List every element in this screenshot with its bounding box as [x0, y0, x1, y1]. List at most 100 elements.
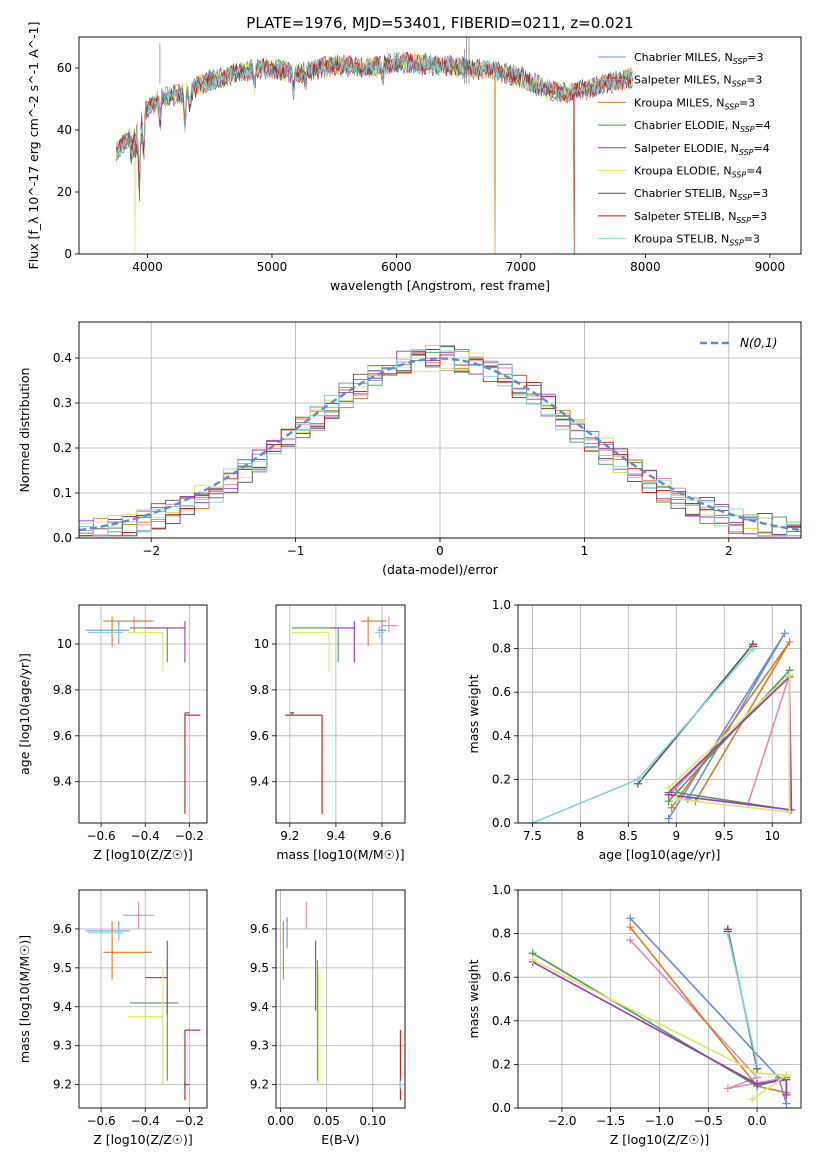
x-tick-label: 0: [436, 544, 444, 558]
weight-marker-kroupa-stelib: [753, 1060, 762, 1069]
x-tick-label: 9.2: [280, 829, 299, 843]
y-tick-label: 0.6: [492, 970, 511, 984]
y-tick-label: 9.4: [53, 775, 72, 789]
legend-sub: SSP: [729, 239, 744, 248]
legend-text: Salpeter ELODIE, N: [634, 142, 739, 155]
x-axis-label: wavelength [Angstrom, rest frame]: [330, 278, 550, 293]
error-bar-kroupa-elodie: [127, 967, 164, 1085]
weight-marker-kroupa-stelib: [633, 775, 642, 784]
plot-area: [285, 616, 399, 814]
y-tick-label: 9.6: [53, 922, 72, 936]
legend-text: Kroupa MILES, N: [634, 96, 724, 109]
histogram-step-kroupa-stelib: [79, 344, 801, 538]
x-tick-label: −1.5: [596, 1114, 625, 1128]
legend-sub: SSP: [732, 171, 747, 180]
y-tick-label: 9.4: [53, 1000, 72, 1014]
y-tick-label: 0.8: [492, 642, 511, 656]
error-bar-kroupa-miles: [103, 616, 152, 647]
legend-text: Salpeter MILES, N: [634, 74, 732, 87]
x-axis-label: E(B-V): [321, 1132, 360, 1147]
legend-text: =3: [746, 74, 762, 87]
y-tick-label: 9.5: [53, 961, 72, 975]
legend-text: =4: [746, 165, 762, 178]
y-tick-label: 0.4: [492, 1014, 511, 1028]
grid-lines: [518, 604, 801, 824]
weight-line-kroupa-elodie: [532, 959, 789, 1100]
ticks: 7.5 8 8.5 9 9.5 10 0.0 0.2 0.4 0.6 0.8 1.0: [492, 598, 780, 843]
error-bar-kroupa-elodie: [127, 631, 164, 672]
weight-marker-kroupa-stelib: [749, 644, 758, 653]
spectrum-line-salpeter-elodie: [116, 52, 633, 202]
grid-lines: [79, 890, 207, 1108]
weight-marker-chabrier-miles: [780, 629, 789, 638]
x-tick-label: −0.6: [86, 829, 115, 843]
weight-marker-chabrier-miles: [782, 1099, 791, 1108]
legend-label-chabrier-miles: Chabrier MILES, NSSP=3: [634, 51, 764, 66]
x-tick-label: 0.05: [313, 1114, 340, 1128]
weight-marker-kroupa-miles: [626, 923, 635, 932]
weight-marker-kroupa-elodie: [785, 670, 794, 679]
legend-sub: SSP: [740, 125, 755, 134]
y-tick-label: 9.3: [53, 1039, 72, 1053]
y-axis-label: age [log10(age/yr)]: [17, 653, 32, 775]
spectrum-panel: 4000 5000 6000 7000 8000 9000 0 20 40 60 wavelengt…: [26, 22, 802, 293]
weight-line-salpeter-elodie: [532, 961, 788, 1095]
legend-label-gaussian: N(0,1): [740, 336, 777, 350]
legend-label-chabrier-stelib: Chabrier STELIB, NSSP=3: [634, 187, 768, 202]
weight-marker-salpeter-miles: [626, 936, 635, 945]
weight-marker-kroupa-elodie: [748, 1095, 757, 1104]
x-tick-label: −0.6: [86, 1114, 115, 1128]
error-bar-salpeter-stelib: [184, 714, 201, 814]
ticks: −0.6 −0.4 −0.2 9.2 9.3 9.4 9.5 9.6: [53, 922, 204, 1128]
weight-marker-kroupa-miles: [785, 638, 794, 647]
weight-marker-chabrier-miles: [626, 914, 635, 923]
weight-marker-chabrier-miles: [664, 814, 673, 823]
legend-label-kroupa-elodie: Kroupa ELODIE, NSSP=4: [634, 165, 762, 180]
x-tick-label: 0.0: [748, 1114, 767, 1128]
x-tick-label: −0.2: [175, 829, 204, 843]
x-axis-label: Z [log10(Z/Z☉)]: [93, 1132, 193, 1147]
x-tick-label: 0.10: [359, 1114, 386, 1128]
legend-text: =3: [751, 210, 767, 223]
axes-frame: [78, 889, 208, 1109]
y-tick-label: 9.6: [250, 922, 269, 936]
error-bar-salpeter-elodie: [145, 621, 186, 663]
x-tick-label: −0.4: [131, 1114, 160, 1128]
y-tick-label: 0.2: [492, 1057, 511, 1071]
weight-marker-kroupa-elodie: [672, 795, 681, 804]
legend-text: =3: [739, 96, 755, 109]
age-vs-mass-panel: 9.2 9.4 9.6 9.4 9.6 9.8 10 mass [log10(M/M☉)]: [250, 604, 406, 862]
weight-line-kroupa-elodie: [668, 672, 791, 813]
legend-label-chabrier-elodie: Chabrier ELODIE, NSSP=4: [634, 119, 771, 134]
weight-marker-kroupa-elodie: [528, 955, 537, 964]
x-tick-label: −0.4: [131, 829, 160, 843]
x-tick-label: 0.00: [267, 1114, 294, 1128]
error-bar-salpeter-elodie: [331, 621, 355, 663]
legend-sub: SSP: [739, 148, 754, 157]
legend-sub: SSP: [732, 80, 747, 89]
y-tick-label: 20: [57, 185, 72, 199]
plot-area: [85, 616, 201, 814]
y-tick-label: 0.4: [492, 729, 511, 743]
axes-frame: [517, 604, 802, 824]
plot-area: [116, 37, 633, 254]
y-tick-label: 0.0: [492, 816, 511, 830]
weight-marker-kroupa-miles: [667, 803, 676, 812]
error-bar-kroupa-stelib: [87, 625, 124, 640]
mass-vs-metallicity-panel: −0.6 −0.4 −0.2 9.2 9.3 9.4 9.5 9.6 Z [log10(Z/Z☉…: [17, 889, 208, 1147]
y-tick-label: 9.2: [250, 1078, 269, 1092]
y-tick-label: 0.4: [53, 351, 72, 365]
weight-marker-kroupa-elodie: [785, 808, 794, 817]
x-tick-label: −2.0: [547, 1114, 576, 1128]
residual-histogram-panel: −2 −1 0 1 2 0.0 0.1 0.2 0.3 0.4 (data-model)/error…: [17, 321, 802, 577]
y-tick-label: 1.0: [492, 883, 511, 897]
ticks: −0.6 −0.4 −0.2 9.4 9.6 9.8 10: [53, 637, 204, 843]
legend-sub: SSP: [733, 57, 748, 66]
y-tick-label: 0.0: [53, 531, 72, 545]
weight-marker-kroupa-stelib: [723, 929, 732, 938]
legend-text: =4: [755, 119, 771, 132]
legend-text: Salpeter STELIB, N: [634, 210, 736, 223]
y-axis-label: mass weight: [466, 674, 481, 753]
error-bar-chabrier-miles: [85, 921, 130, 941]
